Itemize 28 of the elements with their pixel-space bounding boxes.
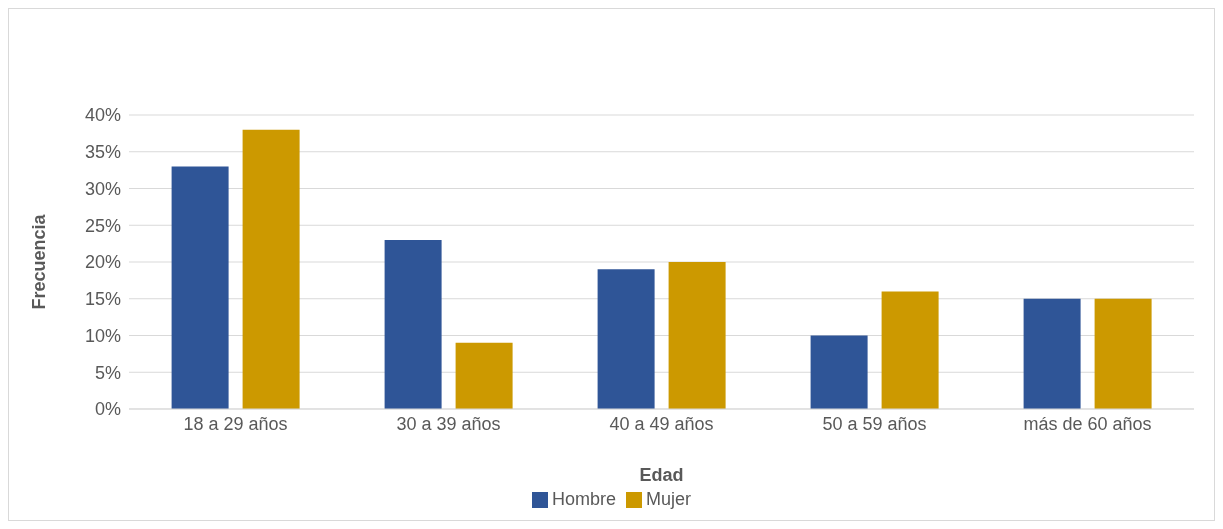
bar bbox=[242, 129, 300, 409]
x-tick-label: 18 a 29 años bbox=[183, 413, 288, 434]
x-tick-label: más de 60 años bbox=[1023, 413, 1152, 434]
y-tick-label: 35% bbox=[84, 142, 121, 163]
y-tick-label: 20% bbox=[84, 252, 121, 273]
y-tick-label: 15% bbox=[84, 289, 121, 310]
x-axis-title: Edad bbox=[639, 465, 684, 485]
y-tick-label: 10% bbox=[84, 325, 121, 346]
bar bbox=[810, 335, 868, 409]
bar bbox=[597, 269, 655, 409]
x-tick-label: 30 a 39 años bbox=[396, 413, 501, 434]
y-tick-label: 30% bbox=[84, 178, 121, 199]
bar bbox=[1094, 298, 1152, 409]
bar bbox=[384, 239, 442, 409]
y-tick-label: 25% bbox=[84, 215, 121, 236]
y-axis-title: Frecuencia bbox=[29, 213, 50, 310]
y-tick-label: 40% bbox=[84, 105, 121, 126]
y-tick-label: 5% bbox=[94, 362, 121, 383]
bar bbox=[171, 166, 229, 409]
bar bbox=[1023, 298, 1081, 409]
x-tick-label: 50 a 59 años bbox=[822, 413, 927, 434]
legend-label: Mujer bbox=[646, 489, 692, 509]
y-tick-label: 0% bbox=[94, 399, 121, 420]
bar bbox=[668, 262, 726, 409]
legend-label: Hombre bbox=[551, 489, 616, 509]
bar bbox=[455, 342, 513, 409]
x-tick-label: 40 a 49 años bbox=[609, 413, 714, 434]
bar bbox=[881, 291, 939, 409]
